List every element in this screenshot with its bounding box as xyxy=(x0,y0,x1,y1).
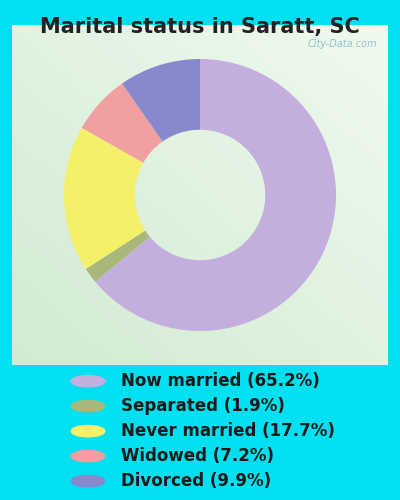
Wedge shape xyxy=(86,230,150,282)
Text: Never married (17.7%): Never married (17.7%) xyxy=(121,422,335,440)
Wedge shape xyxy=(64,128,145,269)
Text: Widowed (7.2%): Widowed (7.2%) xyxy=(121,447,274,465)
Wedge shape xyxy=(82,84,162,163)
Circle shape xyxy=(71,450,105,462)
Text: Marital status in Saratt, SC: Marital status in Saratt, SC xyxy=(40,18,360,38)
Text: City-Data.com: City-Data.com xyxy=(307,38,377,48)
Text: Divorced (9.9%): Divorced (9.9%) xyxy=(121,472,271,490)
Text: Separated (1.9%): Separated (1.9%) xyxy=(121,397,285,415)
Wedge shape xyxy=(95,59,336,331)
Circle shape xyxy=(71,426,105,437)
Circle shape xyxy=(71,476,105,487)
Circle shape xyxy=(71,376,105,387)
Circle shape xyxy=(71,400,105,412)
Text: Now married (65.2%): Now married (65.2%) xyxy=(121,372,320,390)
Wedge shape xyxy=(122,59,200,142)
